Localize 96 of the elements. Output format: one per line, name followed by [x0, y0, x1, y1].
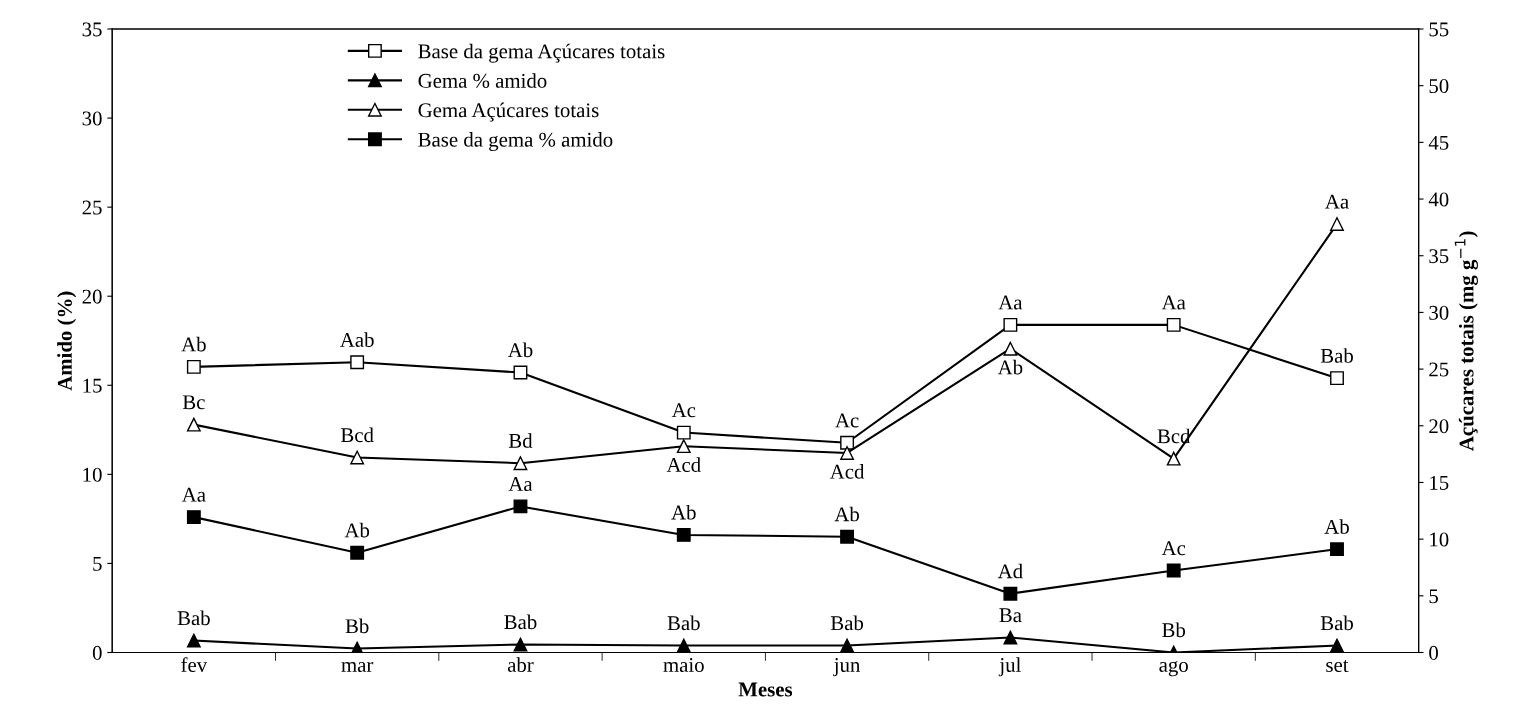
y-axis-title: Amido (%) [57, 291, 77, 391]
data-label: Bab [504, 614, 537, 630]
y2-tick-label: 50 [1429, 79, 1449, 94]
point [1003, 341, 1018, 356]
x-tick-label: mar [341, 662, 374, 673]
point [513, 456, 528, 471]
legend-label: Base da gema % amido [418, 132, 613, 152]
y2-tick-label: 30 [1429, 305, 1449, 320]
y2-tick-label: 15 [1430, 475, 1449, 490]
y2-tick-label: 45 [1428, 135, 1449, 150]
data-label: Acd [829, 464, 865, 479]
data-label: Bab [667, 615, 700, 631]
data-label: Ab [997, 359, 1023, 375]
data-label: Ab [834, 506, 860, 522]
x-tick-label: jun [833, 658, 861, 677]
point [1166, 317, 1181, 332]
point [840, 435, 855, 450]
point [676, 638, 691, 653]
point [676, 425, 691, 440]
data-label: Ac [1161, 541, 1186, 556]
y2-tick-label: 5 [1429, 589, 1438, 604]
point [1003, 630, 1018, 645]
data-label: Aa [1161, 295, 1186, 310]
data-label: Bab [1320, 348, 1353, 363]
legend-label: Gema Açúcares totais [418, 102, 599, 122]
point [1003, 317, 1018, 332]
data-label: Aa [1325, 194, 1349, 209]
y-tick-label: 25 [82, 200, 102, 215]
legend-label: Gema % amido [418, 73, 547, 88]
point [513, 637, 528, 652]
y-tick-label: 15 [83, 378, 102, 393]
point [1330, 638, 1344, 653]
data-label: Ac [671, 403, 696, 418]
data-label: Bcd [1157, 428, 1191, 444]
data-label: Ab [507, 342, 533, 358]
point [350, 545, 365, 560]
y2-axis-title: Açúcares totais (mg g$^{−1}$) [1454, 231, 1478, 451]
data-label: Ab [1324, 519, 1349, 534]
data-label: Aa [998, 295, 1023, 310]
data-label: Bcd [340, 427, 374, 443]
y2-tick-label: 20 [1429, 419, 1449, 434]
x-axis-title: Meses [738, 682, 793, 697]
point [1330, 217, 1344, 231]
x-tick-label: jul [998, 657, 1021, 677]
data-label: Bc [182, 395, 205, 410]
point [186, 510, 201, 525]
y-tick-label: 5 [93, 557, 102, 571]
y2-tick-label: 25 [1429, 362, 1449, 377]
data-label: Bab [830, 615, 864, 631]
x-tick-label: ago [1159, 661, 1188, 677]
point [186, 359, 201, 374]
y2-tick-label: 40 [1428, 192, 1449, 207]
data-label: Aa [508, 477, 533, 492]
data-label: Bab [1320, 615, 1353, 631]
y2-tick-label: 55 [1429, 22, 1449, 37]
point [513, 499, 528, 514]
data-label: Acd [666, 457, 701, 472]
point [1330, 542, 1344, 557]
point [840, 638, 855, 653]
y-tick-label: 20 [82, 289, 102, 304]
legend-label: Base da gema Açúcares totais [418, 43, 665, 63]
data-label: Ab [671, 504, 696, 520]
point [1166, 451, 1181, 466]
data-label: Ab [181, 336, 206, 352]
point [1003, 586, 1018, 601]
y-tick-label: 0 [92, 645, 102, 660]
point [840, 446, 855, 460]
data-label: Bb [1162, 622, 1186, 638]
x-tick-label: abr [507, 657, 534, 673]
y2-tick-label: 0 [1429, 645, 1438, 660]
y2-tick-label: 35 [1429, 249, 1449, 264]
data-label: Ab [344, 522, 370, 538]
point [350, 450, 365, 465]
point [1166, 563, 1181, 578]
x-tick-label: fev [181, 657, 208, 673]
data-label: Ac [835, 413, 859, 428]
y-tick-label: 10 [83, 467, 102, 482]
data-label: Ba [999, 608, 1022, 623]
data-label: Bb [345, 618, 369, 634]
y-tick-label: 35 [82, 22, 102, 37]
point [676, 527, 691, 542]
point [186, 417, 201, 432]
x-tick-label: set [1326, 660, 1349, 673]
y2-tick-label: 10 [1430, 532, 1449, 547]
point [350, 355, 365, 370]
point [186, 633, 201, 648]
data-label: Ad [997, 563, 1023, 579]
data-label: Aa [181, 487, 206, 502]
point [1330, 371, 1344, 386]
data-label: Bab [177, 610, 210, 626]
data-label: Aab [340, 332, 374, 347]
x-tick-label: maio [663, 658, 704, 673]
data-label: Bd [508, 433, 533, 448]
point [840, 529, 855, 544]
point [676, 439, 691, 454]
y-tick-label: 30 [82, 111, 102, 126]
